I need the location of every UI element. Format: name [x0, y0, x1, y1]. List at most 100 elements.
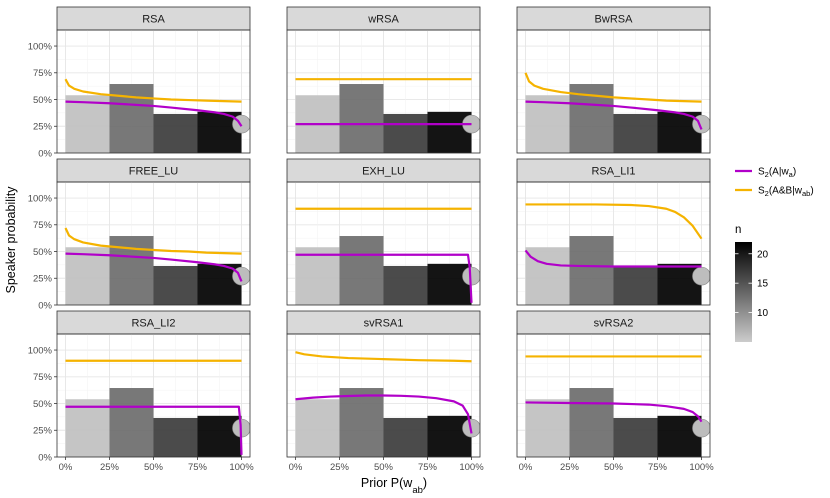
y-tick-label: 100%: [28, 41, 53, 52]
bar: [525, 247, 570, 305]
panel-title: EXH_LU: [362, 166, 405, 178]
bar: [65, 399, 110, 457]
x-tick-label: 100%: [229, 462, 254, 473]
series-lines: [65, 359, 243, 455]
colorbar-title: n: [735, 224, 741, 236]
y-tick-label: 0%: [38, 148, 52, 159]
x-tick-label: 25%: [330, 462, 350, 473]
series-lines: [524, 203, 703, 268]
legend-label-part: 2: [765, 170, 769, 179]
legend-label-part: (A|w: [769, 167, 790, 178]
bar: [153, 113, 198, 153]
x-axis-title: Prior P(wab): [361, 476, 427, 496]
series-line: [524, 249, 702, 268]
bar: [339, 84, 384, 153]
panel-border: [286, 181, 481, 306]
series-line: [524, 72, 702, 103]
bars: [295, 388, 472, 457]
series-lines: [525, 355, 703, 423]
panel-title: svRSA2: [594, 318, 634, 330]
colorbar-label: 20: [757, 249, 769, 260]
legend-label-part: S: [758, 167, 765, 178]
colorbar: [735, 242, 752, 342]
bar: [525, 95, 570, 153]
y-tick-label: 50%: [33, 399, 53, 410]
y-tick-label: 25%: [33, 122, 53, 133]
series-lines: [295, 78, 472, 126]
legend-label-part: a: [789, 170, 794, 179]
series-lines: [295, 351, 473, 434]
legend-label: S2(A|wa): [758, 167, 796, 180]
y-tick-label: 0%: [38, 300, 52, 311]
panel-title: RSA_LI2: [131, 318, 175, 330]
y-tick-label: 100%: [28, 345, 53, 356]
panel-title: RSA_LI1: [591, 166, 635, 178]
bars: [65, 388, 242, 457]
series-line: [525, 100, 703, 130]
x-tick-label: 50%: [144, 462, 164, 473]
y-tick-label: 25%: [33, 426, 53, 437]
bar: [339, 236, 384, 305]
series-line: [65, 100, 243, 127]
legend-label-part: 2: [765, 189, 769, 198]
series-line: [64, 227, 242, 255]
y-tick-label: 25%: [33, 274, 53, 285]
series-line: [65, 405, 243, 455]
panel-rsa-li1: RSA_LI1: [516, 158, 711, 306]
y-tick-label: 75%: [33, 68, 53, 79]
x-tick-label: 25%: [100, 462, 120, 473]
bar: [525, 399, 570, 457]
panel-bwrsa: BwRSA: [516, 6, 711, 154]
legend-label-part: ab: [802, 189, 810, 198]
bars: [295, 236, 472, 305]
panel-border: [286, 29, 481, 154]
bar: [383, 417, 428, 457]
x-tick-label: 0%: [59, 462, 73, 473]
y-tick-label: 50%: [33, 95, 53, 106]
panel-title: RSA: [142, 14, 165, 26]
x-tick-label: 50%: [604, 462, 624, 473]
bar: [109, 388, 154, 457]
bar: [613, 265, 658, 305]
series-line: [525, 203, 703, 240]
x-tick-label: 0%: [519, 462, 533, 473]
panel-rsa-li2: RSA_LI2 0% 25% 50% 75% 100% 0% 25% 50% 75% 100%: [28, 310, 254, 473]
x-tick-label: 100%: [689, 462, 714, 473]
x-tick-label: 50%: [374, 462, 394, 473]
x-tick-label: 75%: [418, 462, 438, 473]
x-tick-label: 100%: [459, 462, 484, 473]
legend-label-part: (A&B|w: [769, 186, 803, 197]
colorbar-label: 10: [757, 308, 769, 319]
series-lines: [295, 207, 473, 303]
series-lines: [524, 72, 703, 130]
bar: [65, 95, 110, 153]
panels: RSA 0% 25% 50% 75% 100% wRSA BwRSA FREE_LU 0% 25% 5…: [28, 6, 714, 473]
panel-title: BwRSA: [595, 14, 634, 26]
x-tick-label: 75%: [188, 462, 208, 473]
legend-label-part: ): [810, 186, 813, 197]
y-axis-title: Speaker probability: [4, 186, 18, 294]
bars: [65, 236, 242, 305]
x-tick-label: 75%: [648, 462, 668, 473]
bars: [295, 84, 472, 153]
x-tick-label: 25%: [560, 462, 580, 473]
end-point: [692, 418, 710, 438]
bar: [295, 247, 340, 305]
bar: [153, 417, 198, 457]
series-line: [295, 394, 473, 434]
bar: [295, 399, 340, 457]
bar: [339, 388, 384, 457]
panel-border: [56, 29, 251, 154]
panel-border: [516, 29, 711, 154]
bars: [525, 236, 702, 305]
bar: [613, 113, 658, 153]
bars: [525, 84, 702, 153]
bar: [109, 84, 154, 153]
x-tick-label: 0%: [289, 462, 303, 473]
panel-svrsa2: svRSA2 0% 25% 50% 75% 100%: [516, 310, 714, 473]
y-tick-label: 100%: [28, 193, 53, 204]
panel-title: svRSA1: [364, 318, 404, 330]
bar: [383, 265, 428, 305]
